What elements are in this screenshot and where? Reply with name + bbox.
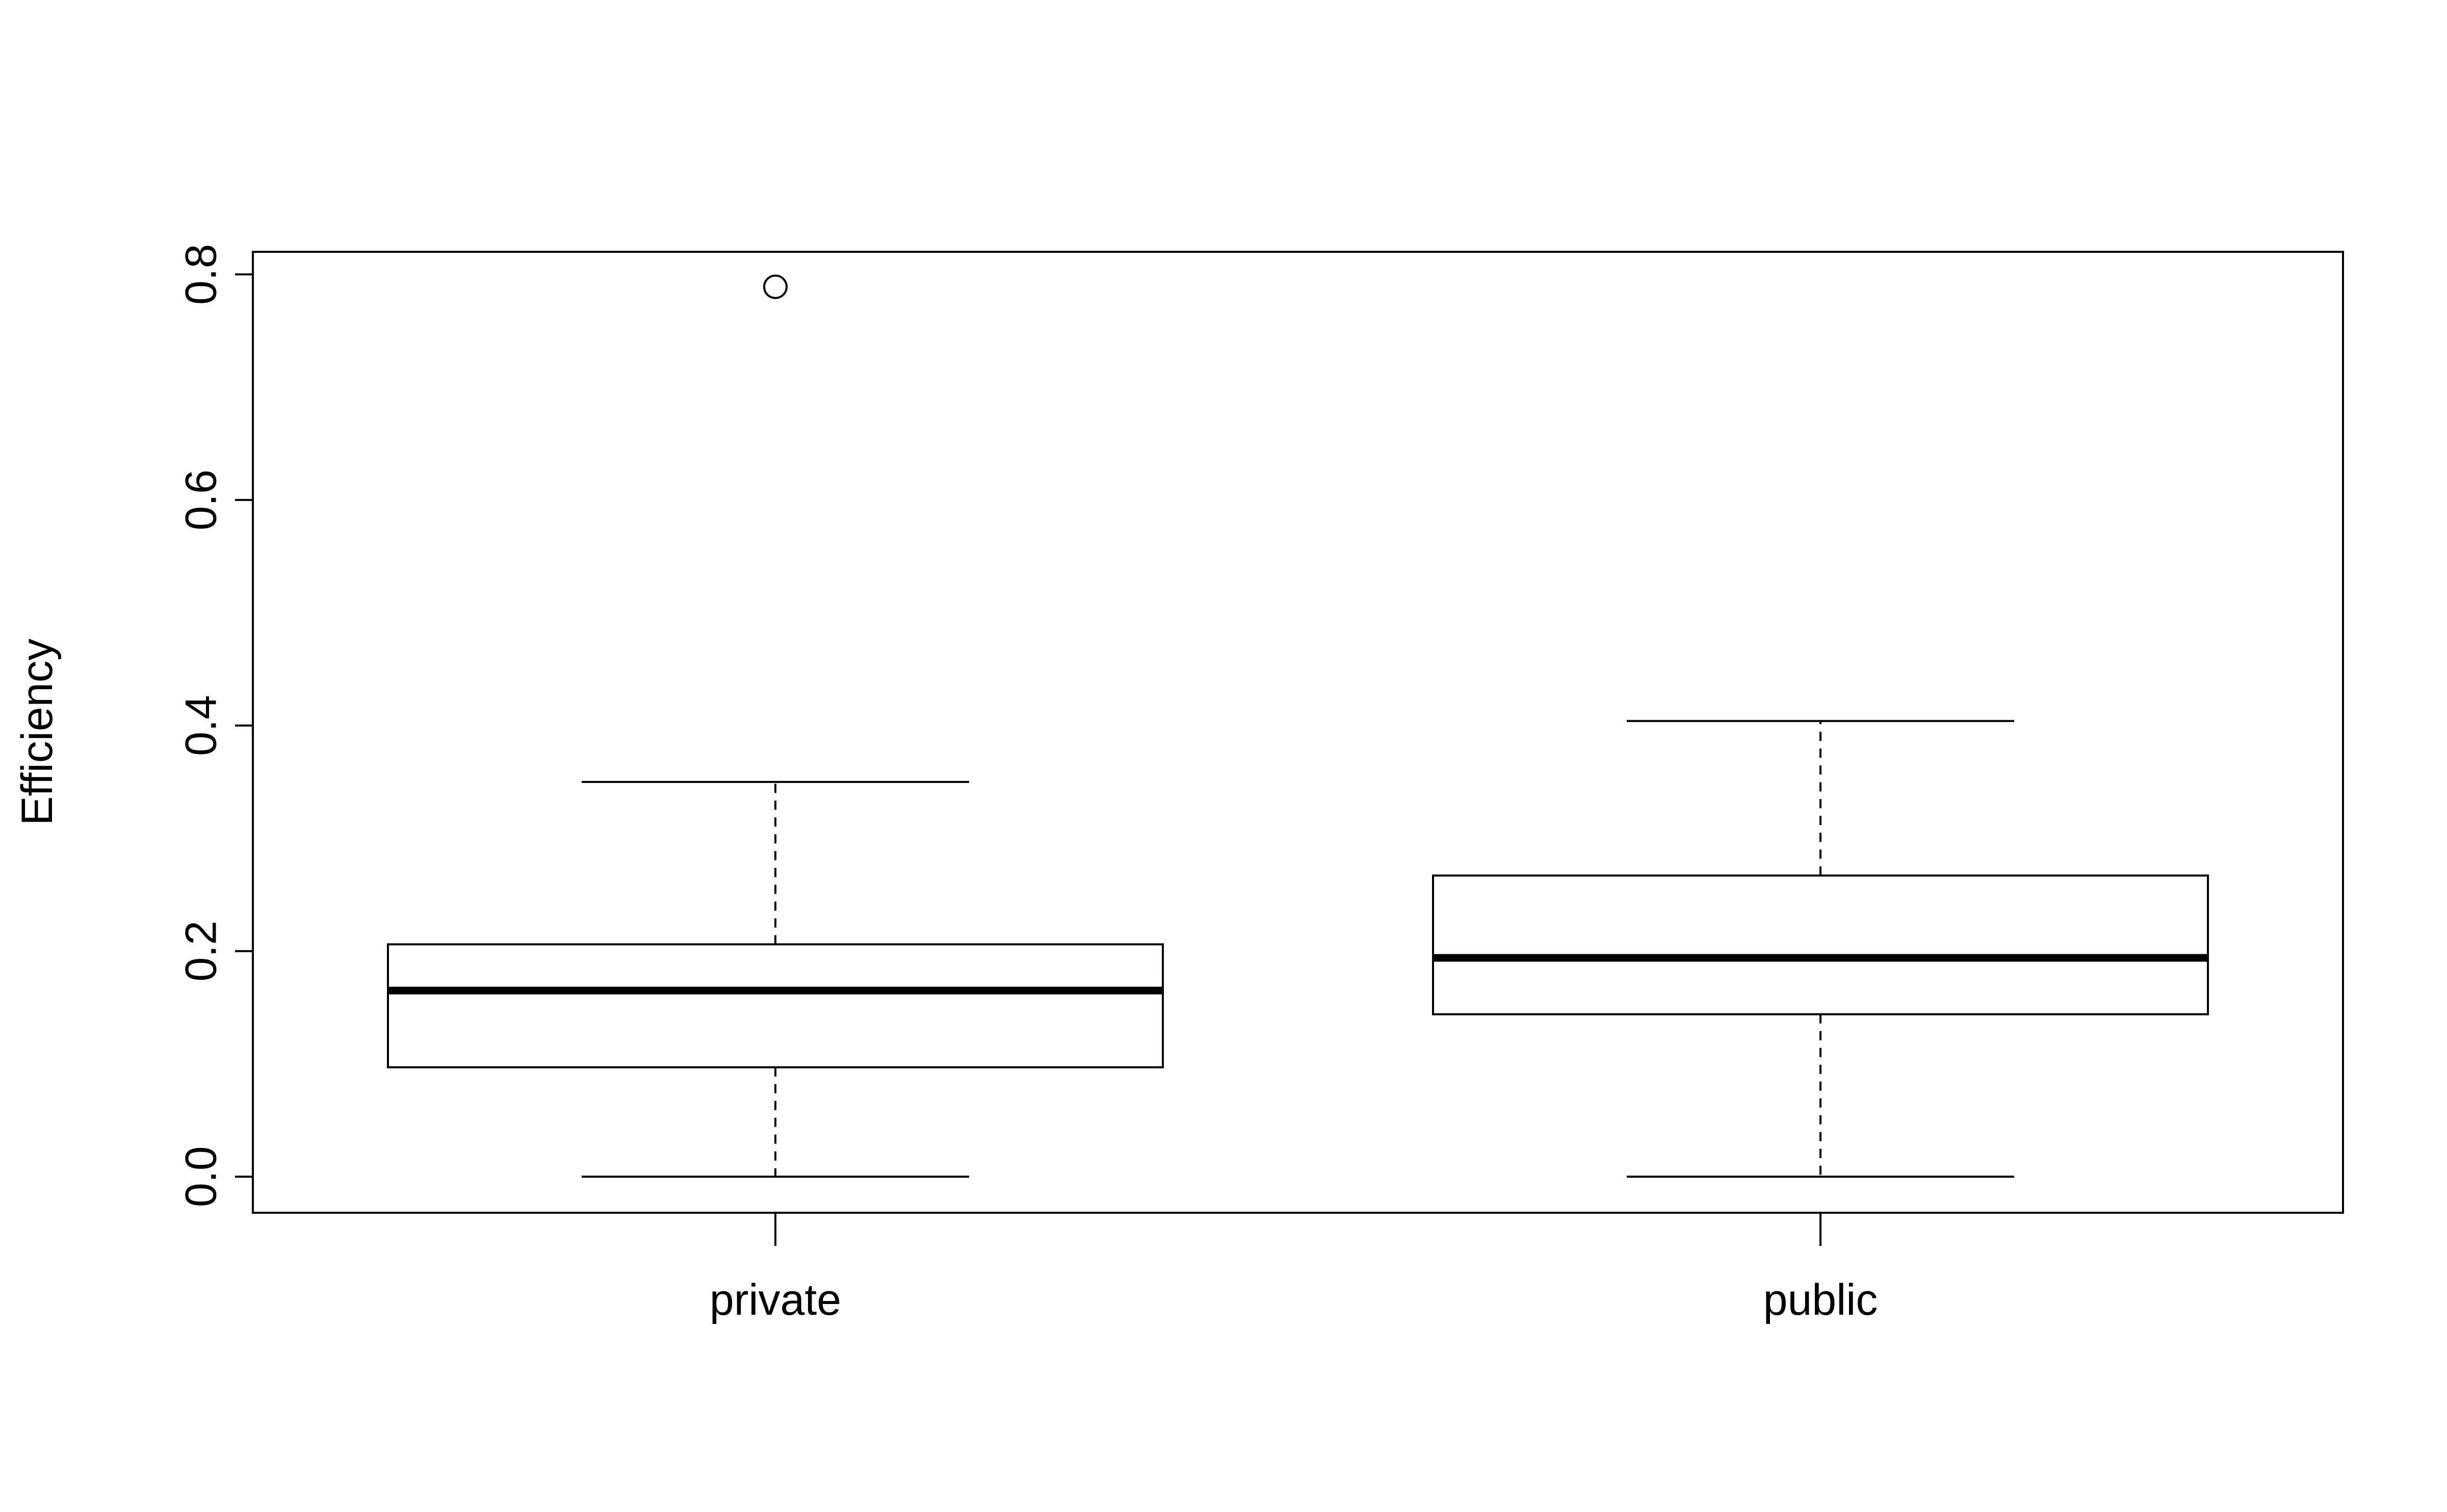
y-tick-label: 0.8 bbox=[177, 244, 226, 305]
y-axis: 0.0 0.2 0.4 0.6 0.8 bbox=[177, 244, 254, 1207]
y-tick-label: 0.4 bbox=[177, 695, 226, 756]
box-iqr bbox=[1432, 874, 2209, 1015]
plot-frame bbox=[252, 251, 2344, 1214]
box-group-private bbox=[387, 274, 1164, 1178]
box-iqr bbox=[387, 943, 1164, 1068]
x-tick-label: private bbox=[710, 1275, 841, 1324]
x-axis: private public bbox=[710, 1213, 1878, 1324]
y-axis-title: Efficiency bbox=[13, 639, 62, 825]
box-group-public bbox=[1432, 720, 2209, 1178]
y-tick-label: 0.0 bbox=[177, 1146, 226, 1207]
y-tick-label: 0.2 bbox=[177, 921, 226, 982]
x-tick-label: public bbox=[1763, 1275, 1878, 1324]
outlier-point bbox=[763, 274, 788, 299]
y-tick-label: 0.6 bbox=[177, 470, 226, 531]
box-series bbox=[387, 274, 2209, 1178]
